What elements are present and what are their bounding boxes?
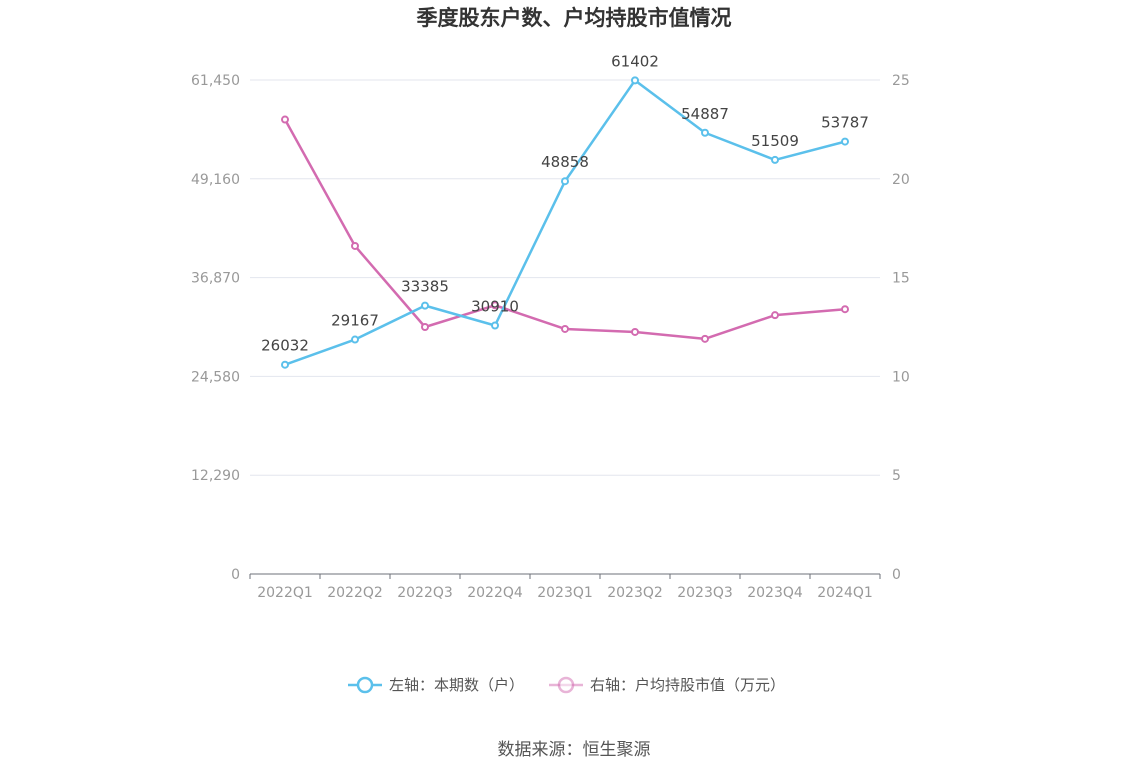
- data-point-left: [561, 177, 569, 186]
- data-point-left: [351, 335, 359, 344]
- data-label: 29167: [331, 312, 379, 330]
- left-axis-tick-label: 0: [231, 567, 240, 583]
- data-point-right: [421, 323, 429, 331]
- data-point-left: [281, 360, 289, 369]
- x-axis-tick-label: 2022Q1: [257, 585, 313, 601]
- legend-marker-left: [356, 676, 374, 694]
- x-axis-tick-label: 2023Q2: [607, 585, 663, 601]
- x-axis-tick-label: 2022Q4: [467, 585, 523, 601]
- data-label: 61402: [611, 52, 659, 70]
- left-axis-tick-label: 24,580: [191, 369, 240, 385]
- data-point-right: [351, 241, 359, 250]
- data-label: 48858: [541, 153, 589, 171]
- data-label: 54887: [681, 105, 729, 123]
- legend-marker-right: [557, 676, 575, 694]
- x-axis-tick-label: 2023Q4: [747, 585, 803, 601]
- right-axis-tick-label: 25: [892, 73, 910, 89]
- data-point-left: [771, 155, 779, 164]
- data-point-left: [701, 128, 709, 137]
- right-axis-tick-label: 10: [892, 369, 910, 385]
- data-point-left: [631, 76, 639, 85]
- legend-item-right[interactable]: 右轴：户均持股市值（万元）: [549, 676, 785, 694]
- x-axis-tick-label: 2022Q2: [327, 585, 383, 601]
- legend[interactable]: 左轴：本期数（户） 右轴：户均持股市值（万元）: [348, 676, 785, 694]
- data-point-right: [491, 301, 499, 310]
- data-point-left: [841, 137, 849, 146]
- left-axis-tick-label: 12,290: [191, 468, 240, 484]
- x-axis-tick-label: 2023Q1: [537, 585, 593, 601]
- x-axis-tick-label: 2024Q1: [817, 585, 873, 601]
- right-axis-tick-label: 20: [892, 172, 910, 188]
- data-label: 26032: [261, 337, 309, 355]
- chart-title: 季度股东户数、户均持股市值情况: [417, 6, 732, 30]
- x-axis-tick-label: 2023Q3: [677, 585, 733, 601]
- data-point-right: [561, 324, 569, 333]
- right-axis-tick-label: 15: [892, 271, 910, 287]
- data-point-left: [491, 321, 499, 330]
- data-label: 33385: [401, 278, 449, 296]
- data-point-right: [841, 305, 849, 314]
- source-note: 数据来源：恒生聚源: [498, 740, 651, 760]
- grid-lines: [250, 79, 880, 476]
- axes: 0 0 12,290 5 24,580 10 36,870 15 49,160 20 61,450 2…: [191, 73, 910, 601]
- data-point-right: [631, 327, 639, 336]
- legend-item-left[interactable]: 左轴：本期数（户）: [348, 676, 524, 694]
- data-point-left: [421, 301, 429, 310]
- data-labels: 26032 29167 33385 30910 48858 61402 54887 51509…: [261, 52, 869, 354]
- left-axis-tick-label: 61,450: [191, 73, 240, 89]
- data-label: 53787: [821, 114, 869, 132]
- legend-label-left: 左轴：本期数（户）: [389, 676, 524, 694]
- left-axis-tick-label: 36,870: [191, 271, 240, 287]
- right-axis-tick-label: 0: [892, 567, 901, 583]
- right-axis-tick-label: 5: [892, 468, 901, 484]
- data-label: 30910: [471, 298, 519, 316]
- data-point-right: [281, 115, 289, 124]
- data-point-right: [771, 311, 779, 320]
- series-layer: [281, 76, 849, 369]
- data-label: 51509: [751, 132, 799, 150]
- left-axis-tick-label: 49,160: [191, 172, 240, 188]
- x-axis-tick-label: 2022Q3: [397, 585, 453, 601]
- data-point-right: [701, 334, 709, 343]
- legend-label-right: 右轴：户均持股市值（万元）: [590, 676, 785, 694]
